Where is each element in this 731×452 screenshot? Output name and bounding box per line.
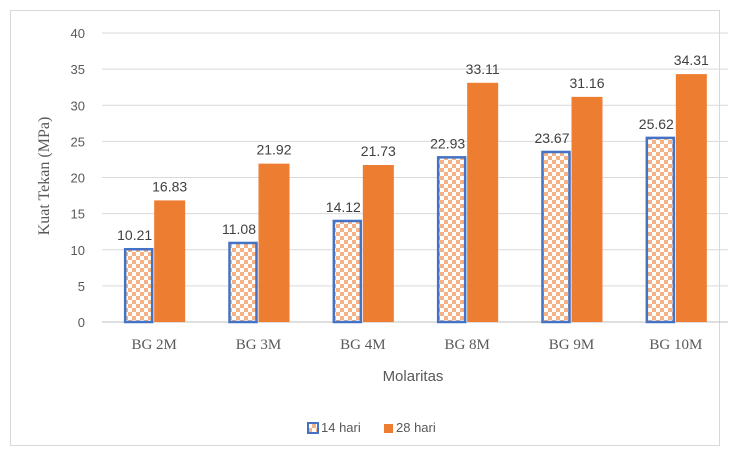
bar-14-hari [228,241,258,324]
y-tick-label: 25 [71,134,85,149]
data-label-28-hari: 31.16 [569,75,604,91]
legend-swatch-14-hari [307,422,319,434]
data-label-14-hari: 10.21 [117,227,152,243]
x-category-label: BG 10M [649,337,702,353]
bar-14-hari [332,219,363,324]
gridlines [102,32,728,323]
y-tick-label: 40 [71,26,85,41]
y-tick-label: 20 [71,171,85,186]
data-label-28-hari: 34.31 [674,52,709,68]
y-tick-label: 10 [71,243,85,258]
y-tick-label: 0 [78,315,85,330]
bar-28-hari [154,200,186,322]
data-label-28-hari: 21.92 [256,142,291,158]
x-axis-title: Molaritas [383,368,444,385]
y-tick-label: 15 [71,207,85,222]
bar-14-hari [123,247,154,324]
y-tick-label: 30 [71,98,85,113]
data-labels: 10.21 16.83 11.08 21.92 14.12 21.73 22.93 33.11… [117,52,709,243]
data-label-14-hari: 22.93 [430,135,465,151]
data-label-14-hari: 14.12 [326,199,361,215]
x-category-label: BG 3M [236,337,281,353]
data-label-14-hari: 25.62 [639,116,674,132]
bar-14-hari [436,156,467,324]
bar-28-hari [571,96,603,322]
y-axis-title: Kuat Tekan (MPa) [36,117,53,236]
x-category-label: BG 9M [549,337,594,353]
data-label-14-hari: 11.08 [222,221,256,237]
x-axis-categories: BG 2M BG 3M BG 4M BG 8M BG 9M BG 10M [131,337,702,353]
y-tick-label: 35 [71,62,85,77]
x-category-label: BG 4M [340,337,385,353]
data-label-28-hari: 21.73 [361,143,396,159]
data-label-28-hari: 16.83 [152,178,187,194]
bar-14-hari [645,136,676,324]
y-axis-ticks: 0 5 10 15 20 25 30 35 40 [71,26,85,330]
x-category-label: BG 8M [444,337,489,353]
legend-label-14-hari: 14 hari [321,420,361,435]
bar-28-hari [258,163,290,322]
data-label-14-hari: 23.67 [534,130,569,146]
y-tick-label: 5 [78,279,85,294]
legend: 14 hari 28 hari [307,420,436,435]
bar-28-hari [675,74,707,322]
legend-swatch-28-hari [384,424,393,433]
legend-label-28-hari: 28 hari [396,420,436,435]
bar-14-hari [541,150,571,324]
bar-28-hari [467,82,499,323]
data-label-28-hari: 33.11 [466,61,500,77]
bars [123,74,707,324]
x-category-label: BG 2M [131,337,176,353]
bar-28-hari [362,165,394,322]
